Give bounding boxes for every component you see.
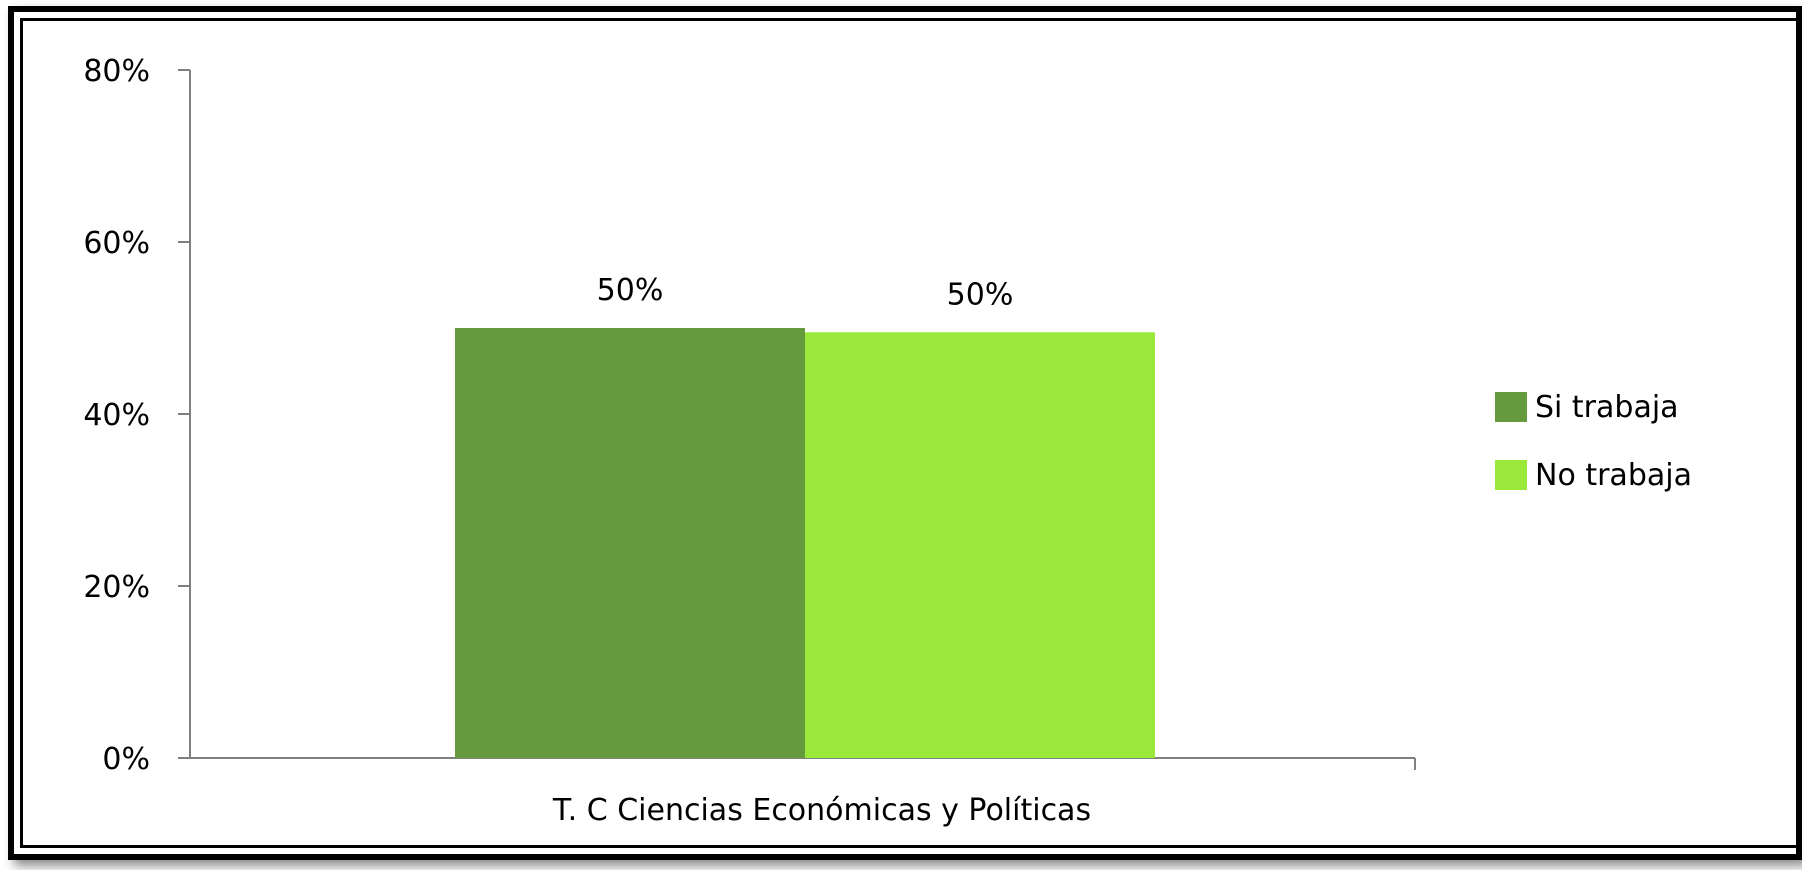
y-tick-label: 40% [83, 398, 150, 433]
legend-label: Si trabaja [1535, 390, 1679, 425]
axes: 0% 20% 40% 60% 80% [83, 54, 1416, 777]
data-label: 50% [597, 273, 664, 308]
legend-label: No trabaja [1535, 458, 1692, 493]
bar-no-trabaja [805, 332, 1155, 758]
y-tick-label: 80% [83, 54, 150, 89]
y-tick-label: 20% [83, 570, 150, 605]
labels: 50% 50% T. C Ciencias Económicas y Polític… [552, 273, 1091, 828]
legend-swatch-si-trabaja [1495, 392, 1527, 422]
inner-frame [20, 18, 1802, 848]
bars [455, 328, 1155, 758]
y-tick-label: 0% [102, 742, 150, 777]
bar-si-trabaja [455, 328, 805, 758]
legend-swatch-no-trabaja [1495, 460, 1527, 490]
legend: Si trabaja No trabaja [1495, 390, 1692, 493]
y-tick-label: 60% [83, 226, 150, 261]
x-category-label: T. C Ciencias Económicas y Políticas [552, 793, 1091, 828]
data-label: 50% [947, 277, 1014, 312]
